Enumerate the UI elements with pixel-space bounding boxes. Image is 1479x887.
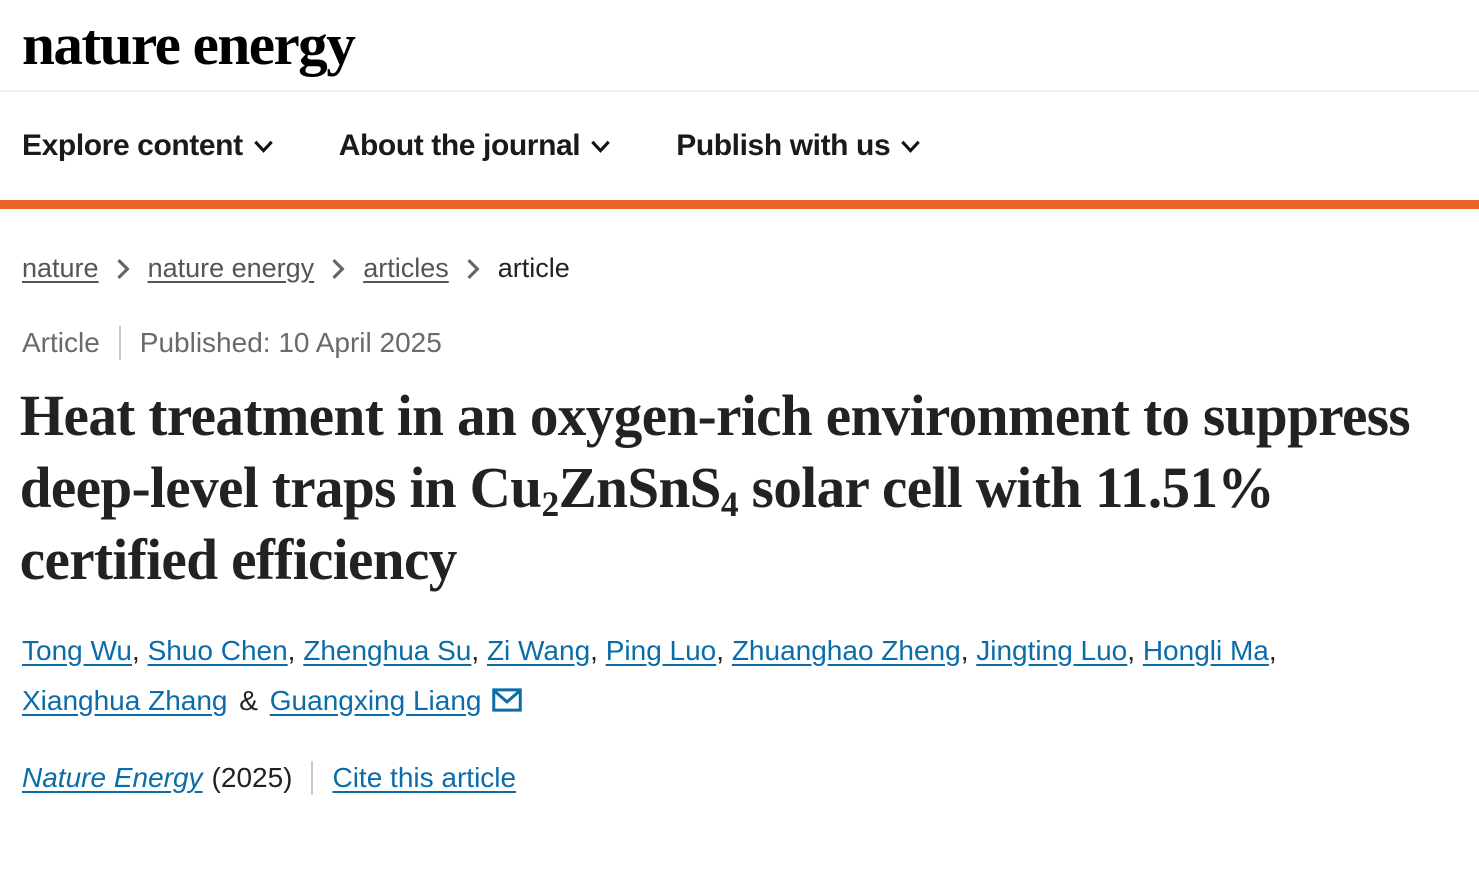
author-link[interactable]: Ping Luo [605,634,717,666]
author-separator: , [1127,634,1136,666]
meta-divider [118,326,121,360]
nav-item-explore-content[interactable]: Explore content [22,129,273,163]
meta-divider [311,761,314,796]
author-separator: , [471,634,480,666]
nature-energy-logo[interactable]: nature energy [22,12,356,77]
nav-item-about-the-journal[interactable]: About the journal [339,129,611,163]
author-separator: , [590,634,598,666]
chevron-right-icon [467,258,480,280]
author-separator: , [960,634,969,666]
author-link[interactable]: Jingting Luo [976,634,1128,666]
primary-navigation: Explore content About the journal Publis… [0,92,1479,200]
nav-item-label: Explore content [22,129,243,162]
article-type-label: Article [22,327,100,358]
title-subscript-4: 4 [720,483,739,524]
author-link[interactable]: Shuo Chen [147,634,288,666]
brand-accent-bar [0,200,1479,209]
author-separator: , [1268,634,1277,666]
page-title: Heat treatment in an oxygen-rich environ… [0,360,1457,596]
title-subscript-2: 2 [541,483,559,524]
title-part-2: ZnSnS [558,454,722,520]
author-separator: , [716,634,725,666]
article-meta: Article Published: 10 April 2025 [0,284,1479,360]
breadcrumb-item-nature-energy[interactable]: nature energy [147,253,315,283]
breadcrumb-item-article: article [497,253,570,283]
author-link[interactable]: Zhenghua Su [303,634,472,666]
author-separator: , [132,634,140,666]
cite-this-article-link[interactable]: Cite this article [332,762,517,794]
author-separator: , [287,634,296,666]
publication-year: (2025) [211,762,293,794]
chevron-down-icon [253,137,273,156]
breadcrumb: nature nature energy articles article [0,209,1479,284]
journal-name-link[interactable]: Nature Energy [22,762,203,794]
title-part-3: solar cell with 11.51% certified efficie… [19,454,1275,592]
nav-item-publish-with-us[interactable]: Publish with us [676,129,921,163]
author-link[interactable]: Hongli Ma [1142,634,1269,666]
title-part-1: Heat treatment in an oxygen-rich environ… [19,383,1411,520]
journal-citation-line: Nature Energy (2025) Cite this article [0,725,1479,796]
author-list: Tong Wu, Shuo Chen, Zhenghua Su, Zi Wang… [0,596,1455,726]
breadcrumb-item-articles[interactable]: articles [363,253,449,283]
site-masthead: nature energy [0,0,1479,92]
author-link[interactable]: Xianghua Zhang [22,684,228,716]
author-link[interactable]: Zi Wang [486,634,591,666]
envelope-icon[interactable] [491,687,522,712]
author-link[interactable]: Zhuanghao Zheng [731,634,961,666]
author-link-corresponding[interactable]: Guangxing Liang [269,684,482,716]
published-date: Published: 10 April 2025 [139,327,442,358]
breadcrumb-item-nature[interactable]: nature [22,253,99,283]
author-link[interactable]: Tong Wu [22,634,132,666]
nav-item-label: Publish with us [676,129,891,162]
nav-item-label: About the journal [338,129,581,162]
chevron-right-icon [332,258,345,280]
chevron-down-icon [591,137,611,156]
chevron-down-icon [901,137,921,156]
chevron-right-icon [116,258,130,280]
author-ampersand: & [239,684,258,716]
